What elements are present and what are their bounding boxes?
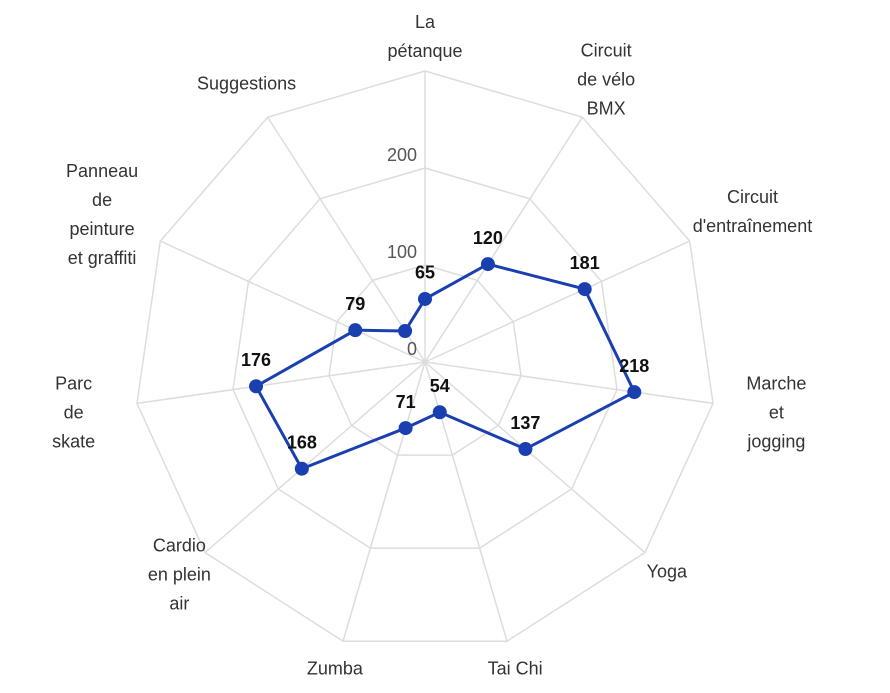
category-label: Circuit d'entraînement (692, 187, 813, 237)
y-tick-label: 200 (387, 145, 417, 165)
spoke (204, 361, 426, 554)
outer-ring (136, 70, 714, 642)
data-point (577, 282, 592, 297)
category-label: Suggestions (197, 73, 297, 94)
spoke (267, 116, 426, 363)
spoke (159, 240, 426, 363)
data-label: 181 (570, 253, 600, 273)
data-point (418, 291, 432, 306)
data-label: 137 (510, 413, 540, 433)
data-label: 218 (619, 356, 649, 376)
data-label: 54 (430, 376, 450, 396)
spoke (424, 116, 583, 363)
spoke (342, 361, 426, 642)
spoke (424, 240, 691, 363)
data-label: 176 (241, 350, 271, 370)
spoke (424, 361, 508, 642)
category-label: Tai Chi (487, 658, 543, 679)
data-label: 79 (345, 294, 365, 314)
data-point (348, 323, 363, 338)
data-label: 120 (473, 228, 503, 248)
grid-ring (232, 167, 618, 549)
y-tick-label: 100 (387, 242, 417, 262)
category-label: Cardio en plein air (147, 535, 211, 614)
data-point (249, 379, 264, 394)
data-label: 65 (415, 263, 435, 283)
spoke (424, 361, 714, 405)
data-point (398, 323, 413, 338)
data-label: 71 (396, 392, 416, 412)
spoke (424, 361, 646, 554)
series-line (253, 262, 637, 471)
data-point (432, 405, 447, 420)
data-point (480, 257, 495, 272)
spoke (136, 361, 426, 405)
y-tick-label: 0 (407, 339, 417, 359)
category-label: Zumba (306, 658, 363, 679)
grid-ring (328, 264, 522, 456)
data-point (294, 461, 309, 476)
data-label: 168 (287, 432, 317, 452)
category-label: Panneau de peinture et graffiti (66, 160, 139, 268)
data-point (627, 385, 642, 400)
data-point (398, 421, 413, 436)
category-label: Parc de skate (52, 373, 96, 452)
category-label: Marche et jogging (746, 373, 807, 452)
category-label: Circuit de vélo BMX (577, 40, 636, 119)
data-point (518, 442, 533, 457)
category-label: La pétanque (387, 12, 463, 61)
category-label: Yoga (646, 561, 688, 582)
